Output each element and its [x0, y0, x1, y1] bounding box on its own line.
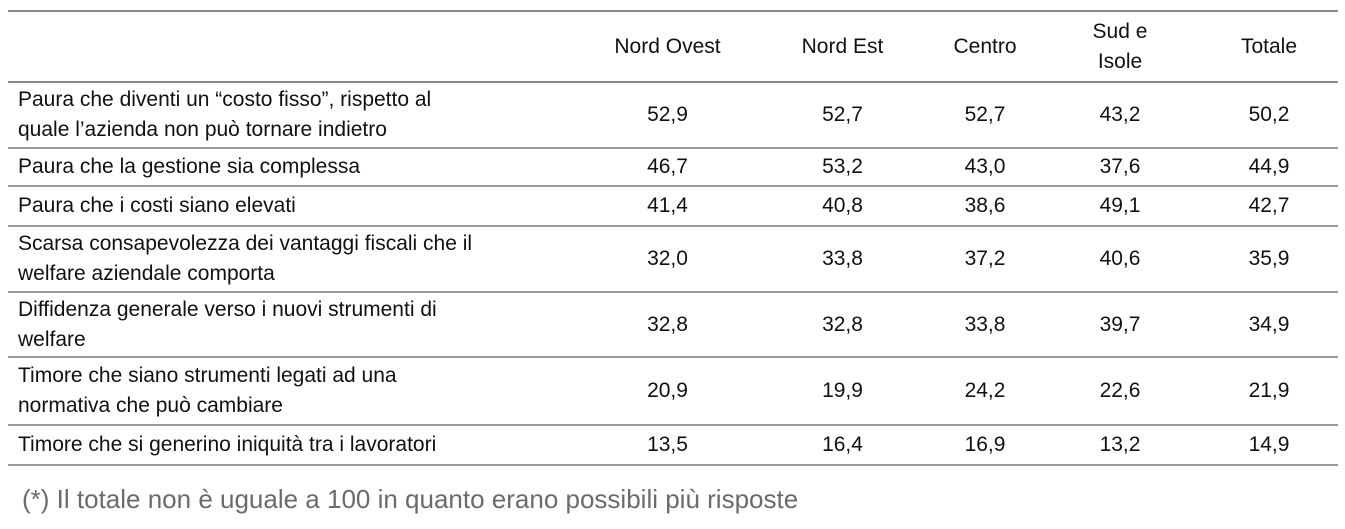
- cell-value: 38,6: [930, 186, 1040, 227]
- cell-value: 13,2: [1040, 425, 1200, 466]
- cell-value: 22,6: [1040, 357, 1200, 426]
- row-label-line: Timore che siano strumenti legati ad una: [18, 364, 397, 387]
- cell-value: 32,8: [580, 292, 755, 358]
- row-label: Timore che si generino iniquità tra i la…: [8, 425, 580, 466]
- column-header: Nord Est: [755, 10, 930, 83]
- row-label-line: quale l’azienda non può tornare indietro: [18, 118, 387, 141]
- cell-value: 32,8: [755, 292, 930, 358]
- column-header: [8, 10, 580, 83]
- cell-value: 40,6: [1040, 226, 1200, 293]
- data-table: Nord Ovest Nord Est Centro Sud e Isole Totale…: [8, 10, 1338, 466]
- row-label: Timore che siano strumenti legati ad una…: [8, 357, 580, 426]
- row-label-line: Paura che i costi siano elevati: [18, 194, 296, 217]
- table-row: Paura che la gestione sia complessa 46,7 5…: [8, 148, 1338, 187]
- row-label-line: Diffidenza generale verso i nuovi strume…: [18, 297, 437, 321]
- table-row: Scarsa consapevolezza dei vantaggi fisca…: [8, 226, 1338, 293]
- cell-value: 53,2: [755, 148, 930, 187]
- footnote: (*) Il totale non è uguale a 100 in quan…: [22, 484, 799, 514]
- header-row: Nord Ovest Nord Est Centro Sud e Isole Totale: [8, 10, 1338, 83]
- cell-value: 42,7: [1200, 186, 1338, 227]
- row-label-line: welfare aziendale comporta: [18, 262, 275, 285]
- cell-value: 39,7: [1040, 292, 1200, 358]
- column-header: Sud e Isole: [1040, 10, 1200, 83]
- cell-value: 43,2: [1040, 82, 1200, 149]
- table-row: Paura che i costi siano elevati 41,4 40,8 3…: [8, 186, 1338, 227]
- cell-value: 13,5: [580, 425, 755, 466]
- cell-value: 37,6: [1040, 148, 1200, 187]
- cell-value: 32,0: [580, 226, 755, 293]
- column-header-line: Isole: [1097, 49, 1143, 73]
- cell-value: 52,9: [580, 82, 755, 149]
- cell-value: 46,7: [580, 148, 755, 187]
- cell-value: 24,2: [930, 357, 1040, 426]
- cell-value: 16,4: [755, 425, 930, 466]
- cell-value: 49,1: [1040, 186, 1200, 227]
- cell-value: 50,2: [1200, 82, 1338, 149]
- cell-value: 21,9: [1200, 357, 1338, 426]
- row-label-line: Paura che diventi un “costo fisso”, risp…: [18, 88, 432, 111]
- cell-value: 40,8: [755, 186, 930, 227]
- row-label-line: welfare: [18, 327, 86, 351]
- row-label: Paura che diventi un “costo fisso”, risp…: [8, 82, 580, 149]
- cell-value: 33,8: [930, 292, 1040, 358]
- row-label: Scarsa consapevolezza dei vantaggi fisca…: [8, 226, 580, 293]
- column-header: Nord Ovest: [580, 10, 755, 83]
- row-label-line: Scarsa consapevolezza dei vantaggi fisca…: [18, 232, 473, 255]
- table-row: Paura che diventi un “costo fisso”, risp…: [8, 82, 1338, 149]
- cell-value: 41,4: [580, 186, 755, 227]
- row-label-line: Timore che si generino iniquità tra i la…: [18, 433, 437, 456]
- table-row: Timore che siano strumenti legati ad una…: [8, 357, 1338, 426]
- table-row: Diffidenza generale verso i nuovi strume…: [8, 292, 1338, 358]
- column-header-line: Sud e: [1092, 19, 1148, 43]
- cell-value: 33,8: [755, 226, 930, 293]
- cell-value: 43,0: [930, 148, 1040, 187]
- cell-value: 20,9: [580, 357, 755, 426]
- table-row: Timore che si generino iniquità tra i la…: [8, 425, 1338, 466]
- row-label: Diffidenza generale verso i nuovi strume…: [8, 292, 580, 358]
- cell-value: 44,9: [1200, 148, 1338, 187]
- row-label-line: normativa che può cambiare: [18, 394, 283, 417]
- column-header: Totale: [1200, 10, 1338, 83]
- row-label-line: Paura che la gestione sia complessa: [18, 155, 361, 178]
- cell-value: 52,7: [930, 82, 1040, 149]
- row-label: Paura che la gestione sia complessa: [8, 148, 580, 187]
- row-label: Paura che i costi siano elevati: [8, 186, 580, 227]
- column-header: Centro: [930, 10, 1040, 83]
- cell-value: 52,7: [755, 82, 930, 149]
- cell-value: 14,9: [1200, 425, 1338, 466]
- cell-value: 16,9: [930, 425, 1040, 466]
- cell-value: 34,9: [1200, 292, 1338, 358]
- cell-value: 37,2: [930, 226, 1040, 293]
- cell-value: 19,9: [755, 357, 930, 426]
- cell-value: 35,9: [1200, 226, 1338, 293]
